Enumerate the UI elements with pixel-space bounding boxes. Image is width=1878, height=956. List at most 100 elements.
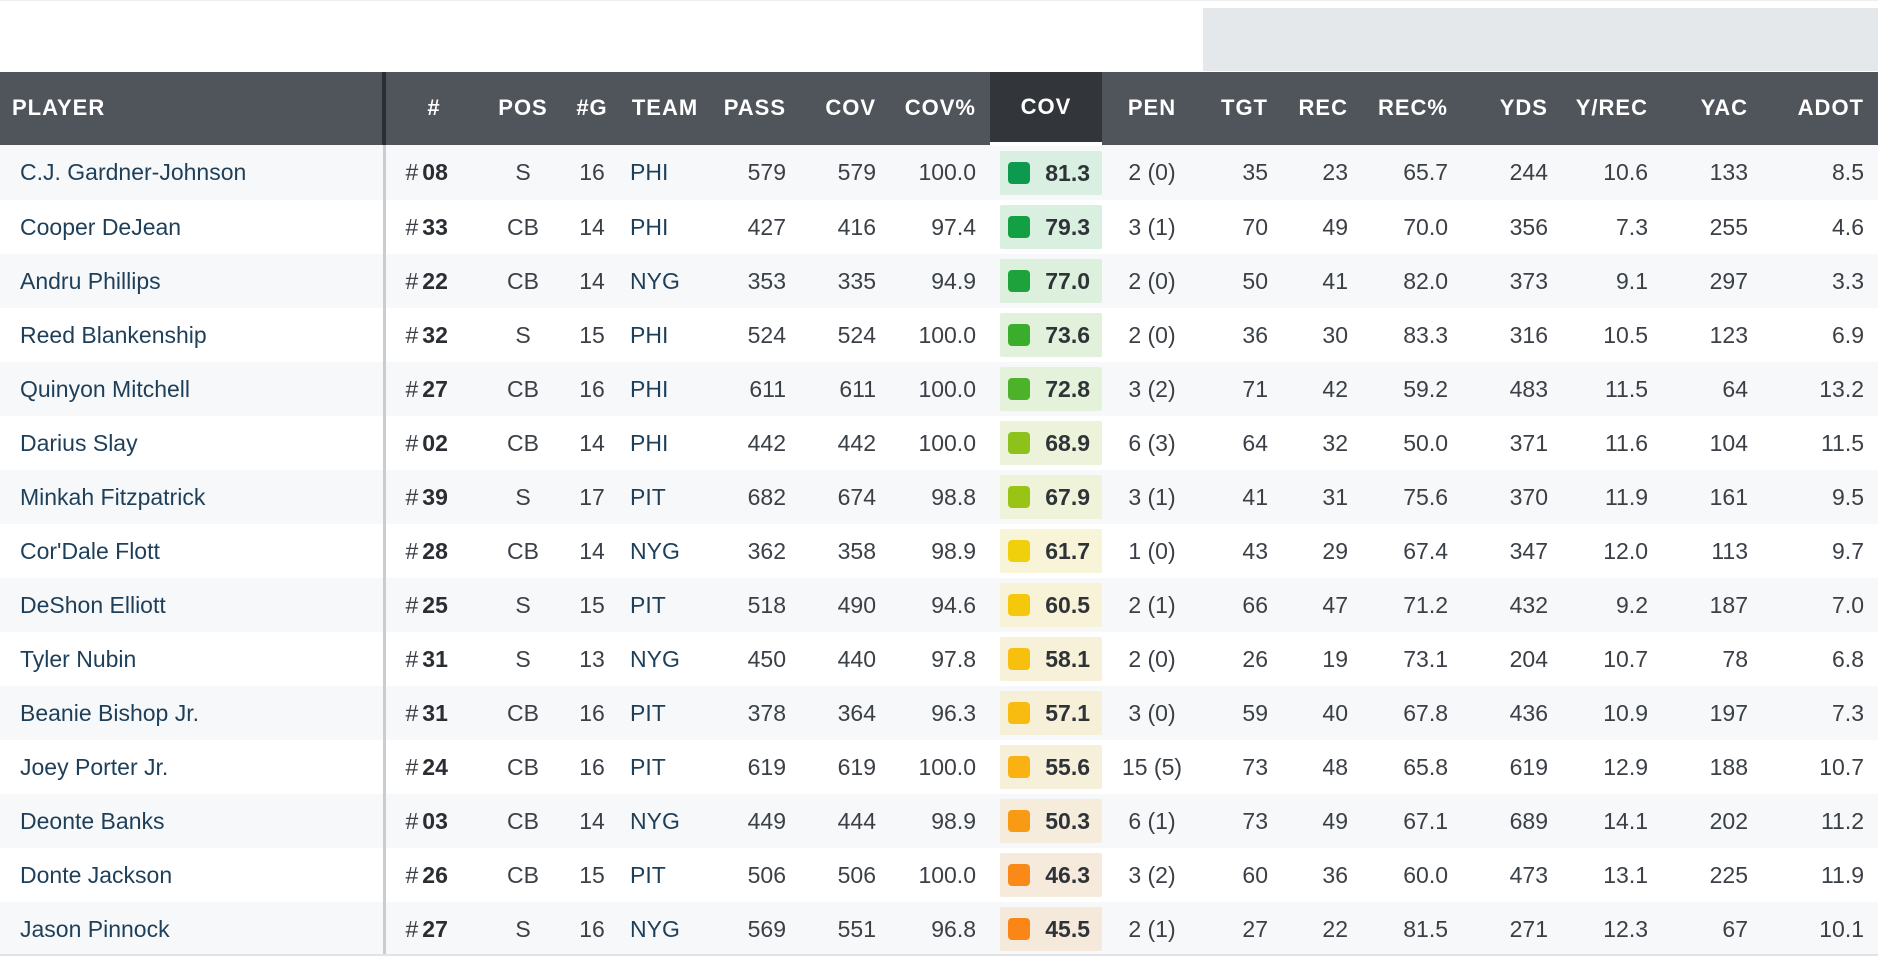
player-name-link[interactable]: Jason Pinnock bbox=[0, 902, 386, 956]
team-link[interactable]: PIT bbox=[620, 686, 710, 740]
column-header-cov-pct[interactable]: COV% bbox=[890, 72, 990, 145]
cell-cov-pct: 100.0 bbox=[890, 144, 990, 200]
grade-value: 61.7 bbox=[1045, 537, 1090, 564]
player-name-link[interactable]: Quinyon Mitchell bbox=[0, 362, 386, 416]
column-header-y-rec[interactable]: Y/REC bbox=[1562, 72, 1662, 145]
jersey-number: 28 bbox=[422, 537, 448, 564]
column-header-pen[interactable]: PEN bbox=[1102, 72, 1202, 145]
player-name-link[interactable]: Cooper DeJean bbox=[0, 200, 386, 254]
table-row[interactable]: C.J. Gardner-Johnson #08 S 16 PHI 579 579 100.0… bbox=[0, 144, 1878, 200]
cell-adot: 11.5 bbox=[1762, 416, 1878, 470]
column-header-cov-grade[interactable]: COV bbox=[990, 72, 1102, 146]
team-link[interactable]: PHI bbox=[620, 308, 710, 362]
column-header-cov-snaps[interactable]: COV bbox=[800, 72, 890, 145]
table-row[interactable]: Joey Porter Jr. #24 CB 16 PIT 619 619 100.0 55.6… bbox=[0, 740, 1878, 794]
team-link[interactable]: PIT bbox=[620, 470, 710, 524]
cell-pen: 3 (1) bbox=[1102, 200, 1202, 254]
team-link[interactable]: NYG bbox=[620, 254, 710, 308]
column-header-yac[interactable]: YAC bbox=[1662, 72, 1762, 145]
player-name-link[interactable]: Cor'Dale Flott bbox=[0, 524, 386, 578]
cell-tgt: 36 bbox=[1202, 308, 1282, 362]
cell-pen: 6 (1) bbox=[1102, 794, 1202, 848]
player-name-link[interactable]: C.J. Gardner-Johnson bbox=[0, 144, 386, 200]
cell-cov-grade: 61.7 bbox=[990, 524, 1102, 578]
column-header-games[interactable]: #G bbox=[564, 72, 620, 145]
table-row[interactable]: Cor'Dale Flott #28 CB 14 NYG 362 358 98.9 61.7 1 … bbox=[0, 524, 1878, 578]
column-header-tgt[interactable]: TGT bbox=[1202, 72, 1282, 145]
player-name-link[interactable]: Andru Phillips bbox=[0, 254, 386, 308]
column-header-rec[interactable]: REC bbox=[1282, 72, 1362, 145]
table-row[interactable]: Beanie Bishop Jr. #31 CB 16 PIT 378 364 96.3 57.… bbox=[0, 686, 1878, 740]
cell-games: 14 bbox=[564, 524, 620, 578]
table-row[interactable]: DeShon Elliott #25 S 15 PIT 518 490 94.6 60.5 2 (… bbox=[0, 578, 1878, 632]
cell-cov-snaps: 442 bbox=[800, 416, 890, 470]
table-row[interactable]: Andru Phillips #22 CB 14 NYG 353 335 94.9 77.0 2 … bbox=[0, 254, 1878, 308]
team-link[interactable]: PIT bbox=[620, 740, 710, 794]
team-link[interactable]: NYG bbox=[620, 524, 710, 578]
player-name-link[interactable]: Tyler Nubin bbox=[0, 632, 386, 686]
cell-games: 17 bbox=[564, 470, 620, 524]
cell-cov-pct: 100.0 bbox=[890, 848, 990, 902]
column-header-rec-pct[interactable]: REC% bbox=[1362, 72, 1462, 145]
cell-pass: 427 bbox=[710, 200, 800, 254]
cell-cov-pct: 100.0 bbox=[890, 362, 990, 416]
team-link[interactable]: PHI bbox=[620, 416, 710, 470]
player-name-link[interactable]: Beanie Bishop Jr. bbox=[0, 686, 386, 740]
player-name-link[interactable]: Donte Jackson bbox=[0, 848, 386, 902]
player-name-link[interactable]: Joey Porter Jr. bbox=[0, 740, 386, 794]
cell-jersey-number: #39 bbox=[384, 470, 482, 524]
column-header-yds[interactable]: YDS bbox=[1462, 72, 1562, 145]
cell-tgt: 27 bbox=[1202, 902, 1282, 956]
grade-color-square-icon bbox=[1008, 594, 1030, 616]
table-row[interactable]: Donte Jackson #26 CB 15 PIT 506 506 100.0 46.3 3 … bbox=[0, 848, 1878, 902]
grade-value: 81.3 bbox=[1045, 159, 1090, 186]
player-name-link[interactable]: DeShon Elliott bbox=[0, 578, 386, 632]
cell-yds: 347 bbox=[1462, 524, 1562, 578]
table-row[interactable]: Deonte Banks #03 CB 14 NYG 449 444 98.9 50.3 6 (1… bbox=[0, 794, 1878, 848]
column-header-pass[interactable]: PASS bbox=[710, 72, 800, 145]
jersey-number: 02 bbox=[422, 429, 448, 456]
cell-jersey-number: #25 bbox=[384, 578, 482, 632]
table-row[interactable]: Cooper DeJean #33 CB 14 PHI 427 416 97.4 79.3 3 (… bbox=[0, 200, 1878, 254]
player-name-link[interactable]: Minkah Fitzpatrick bbox=[0, 470, 386, 524]
table-row[interactable]: Tyler Nubin #31 S 13 NYG 450 440 97.8 58.1 2 (0) 2… bbox=[0, 632, 1878, 686]
team-link[interactable]: PHI bbox=[620, 200, 710, 254]
cell-cov-snaps: 611 bbox=[800, 362, 890, 416]
cell-pass: 442 bbox=[710, 416, 800, 470]
cell-adot: 13.2 bbox=[1762, 362, 1878, 416]
player-name-link[interactable]: Reed Blankenship bbox=[0, 308, 386, 362]
column-header-adot[interactable]: ADOT bbox=[1762, 72, 1878, 145]
column-header-team[interactable]: TEAM bbox=[620, 72, 710, 145]
cell-pass: 619 bbox=[710, 740, 800, 794]
team-link[interactable]: PIT bbox=[620, 578, 710, 632]
cell-y-rec: 10.7 bbox=[1562, 632, 1662, 686]
team-link[interactable]: PIT bbox=[620, 848, 710, 902]
team-link[interactable]: PHI bbox=[620, 144, 710, 200]
player-name-link[interactable]: Darius Slay bbox=[0, 416, 386, 470]
hash-symbol: # bbox=[405, 267, 419, 294]
column-header-pos[interactable]: POS bbox=[482, 72, 564, 145]
grade-value: 46.3 bbox=[1045, 861, 1090, 888]
grade-value: 57.1 bbox=[1045, 699, 1090, 726]
table-row[interactable]: Jason Pinnock #27 S 16 NYG 569 551 96.8 45.5 2 (1… bbox=[0, 902, 1878, 956]
cell-cov-grade: 45.5 bbox=[990, 902, 1102, 956]
cell-cov-snaps: 358 bbox=[800, 524, 890, 578]
cell-cov-grade: 57.1 bbox=[990, 686, 1102, 740]
column-header-player[interactable]: PLAYER bbox=[0, 72, 386, 145]
team-link[interactable]: PHI bbox=[620, 362, 710, 416]
cell-games: 16 bbox=[564, 362, 620, 416]
cell-jersey-number: #03 bbox=[384, 794, 482, 848]
cell-pass: 378 bbox=[710, 686, 800, 740]
team-link[interactable]: NYG bbox=[620, 632, 710, 686]
player-name-link[interactable]: Deonte Banks bbox=[0, 794, 386, 848]
column-header-number[interactable]: # bbox=[384, 72, 482, 145]
table-row[interactable]: Minkah Fitzpatrick #39 S 17 PIT 682 674 98.8 67.… bbox=[0, 470, 1878, 524]
grade-value: 50.3 bbox=[1045, 807, 1090, 834]
cell-yds: 619 bbox=[1462, 740, 1562, 794]
cell-yac: 187 bbox=[1662, 578, 1762, 632]
table-row[interactable]: Darius Slay #02 CB 14 PHI 442 442 100.0 68.9 6 (3… bbox=[0, 416, 1878, 470]
team-link[interactable]: NYG bbox=[620, 794, 710, 848]
table-row[interactable]: Reed Blankenship #32 S 15 PHI 524 524 100.0 73.6… bbox=[0, 308, 1878, 362]
table-row[interactable]: Quinyon Mitchell #27 CB 16 PHI 611 611 100.0 72.… bbox=[0, 362, 1878, 416]
team-link[interactable]: NYG bbox=[620, 902, 710, 956]
